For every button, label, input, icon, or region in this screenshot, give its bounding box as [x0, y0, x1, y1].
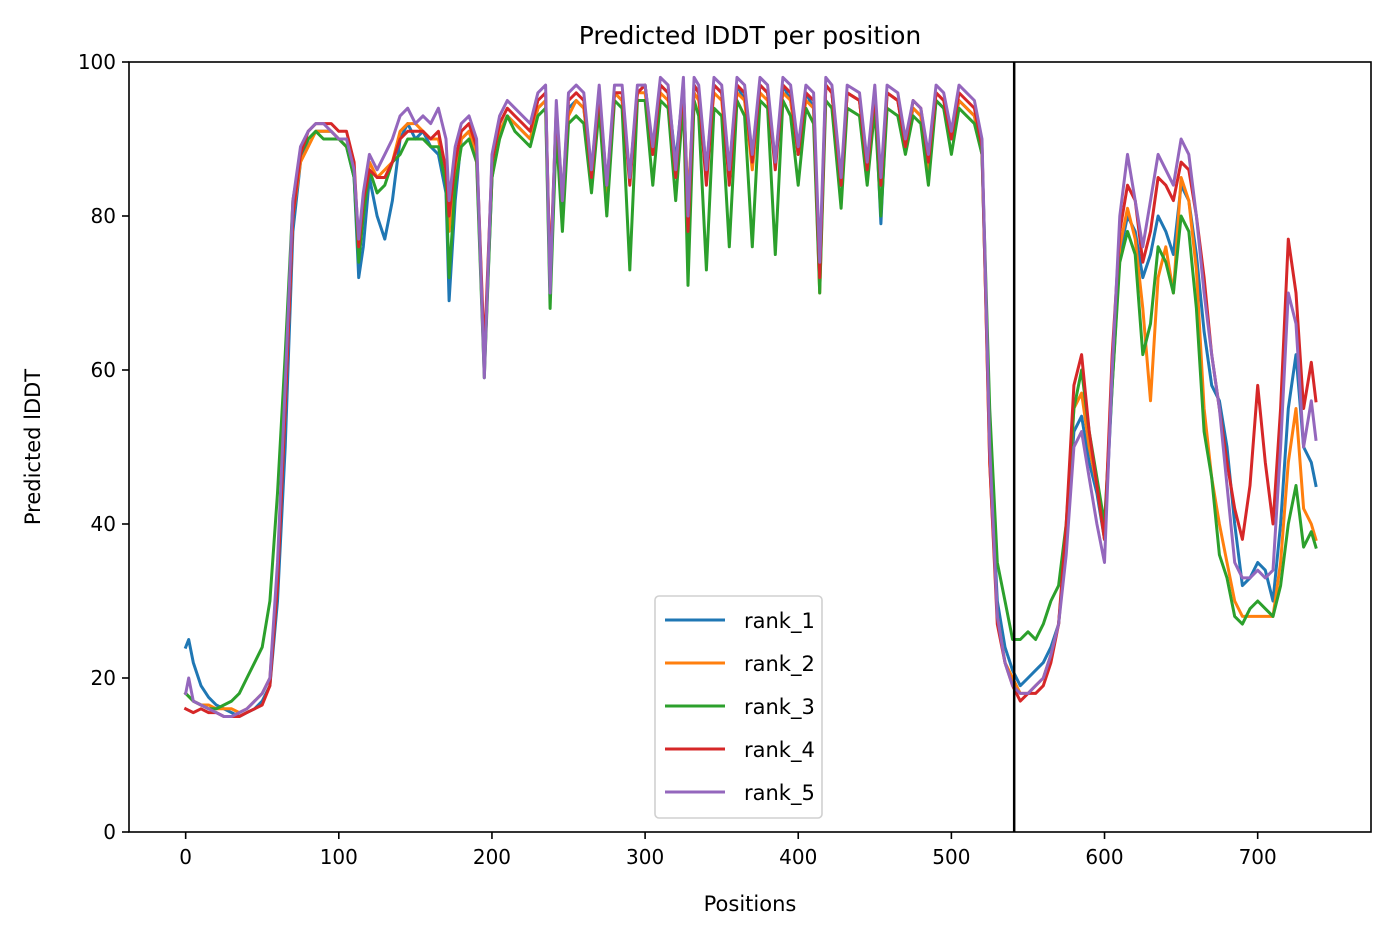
- x-tick-label: 700: [1239, 845, 1277, 869]
- legend-label-rank_3: rank_3: [744, 695, 815, 720]
- y-tick-label: 40: [91, 512, 116, 536]
- legend-label-rank_1: rank_1: [744, 609, 815, 634]
- y-tick-label: 20: [91, 666, 116, 690]
- y-tick-label: 100: [78, 50, 116, 74]
- x-tick-label: 100: [320, 845, 358, 869]
- legend-box: [654, 595, 823, 819]
- chart-title: Predicted lDDT per position: [579, 21, 921, 50]
- y-tick-label: 60: [91, 358, 116, 382]
- x-tick-label: 300: [626, 845, 664, 869]
- legend-label-rank_2: rank_2: [744, 652, 815, 677]
- y-axis: 0 20 40 60 80 100: [78, 50, 129, 844]
- y-axis-title: Predicted lDDT: [21, 369, 45, 525]
- y-tick-label: 80: [91, 204, 116, 228]
- legend-label-rank_5: rank_5: [744, 781, 815, 806]
- series-layer: [183, 75, 1318, 718]
- x-axis: 0 100 200 300 400 500 600 700: [179, 832, 1277, 869]
- x-axis-title: Positions: [704, 892, 797, 916]
- x-tick-label: 600: [1085, 845, 1123, 869]
- x-tick-label: 500: [932, 845, 970, 869]
- legend-label-rank_4: rank_4: [744, 738, 815, 763]
- x-tick-label: 200: [473, 845, 511, 869]
- legend: rank_1 rank_2 rank_3 rank_4 rank_5: [654, 595, 823, 819]
- series-line-rank_5: [183, 75, 1318, 718]
- x-tick-label: 0: [179, 845, 192, 869]
- y-tick-label: 0: [103, 820, 116, 844]
- x-tick-label: 400: [779, 845, 817, 869]
- plot-frame: [128, 61, 1372, 833]
